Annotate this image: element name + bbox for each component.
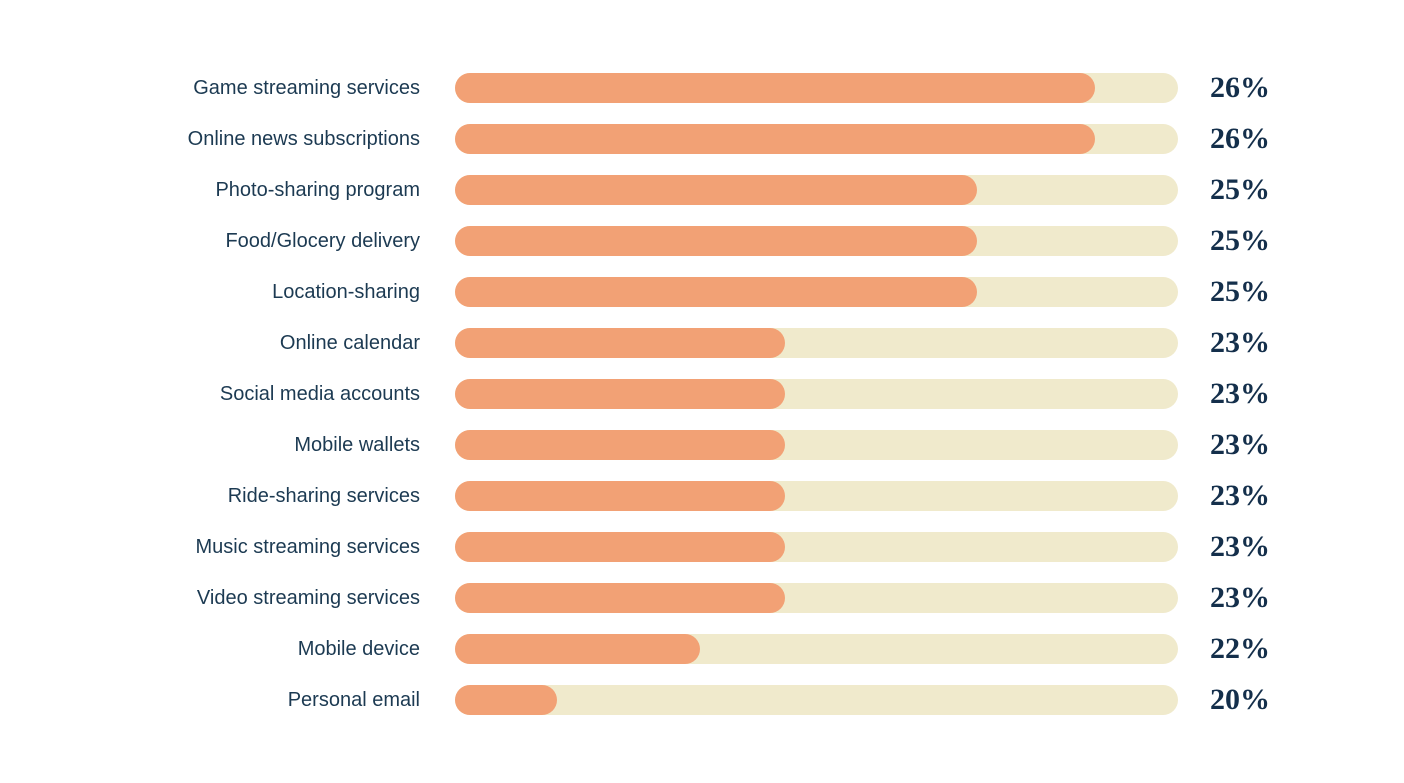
value-label: 23% (1210, 377, 1270, 410)
chart-row: Photo-sharing program 25% (0, 175, 1404, 205)
category-label: Ride-sharing services (227, 485, 420, 507)
chart-row: Game streaming services 26% (0, 73, 1404, 103)
bar-track (455, 277, 1178, 307)
value-label: 25% (1210, 173, 1270, 206)
category-label: Video streaming services (196, 587, 420, 609)
bar-track (455, 481, 1178, 511)
category-label: Photo-sharing program (215, 179, 420, 201)
bar-fill (455, 226, 977, 256)
bar-track (455, 685, 1178, 715)
category-label: Personal email (287, 689, 420, 711)
bar-track (455, 226, 1178, 256)
bar-fill (455, 481, 785, 511)
category-label: Game streaming services (193, 77, 420, 99)
bar-track (455, 583, 1178, 613)
chart-row: Location-sharing 25% (0, 277, 1404, 307)
category-label: Music streaming services (195, 536, 420, 558)
bar-fill (455, 532, 785, 562)
bar-track (455, 175, 1178, 205)
category-label: Social media accounts (219, 383, 420, 405)
chart-row: Ride-sharing services 23% (0, 481, 1404, 511)
bar-track (455, 73, 1178, 103)
category-label: Food/Glocery delivery (225, 230, 420, 252)
chart-row: Mobile wallets 23% (0, 430, 1404, 460)
value-label: 25% (1210, 224, 1270, 257)
chart-row: Music streaming services 23% (0, 532, 1404, 562)
category-label: Location-sharing (272, 281, 420, 303)
chart-row: Video streaming services 23% (0, 583, 1404, 613)
chart-row: Online calendar 23% (0, 328, 1404, 358)
bar-track (455, 634, 1178, 664)
chart-row: Social media accounts 23% (0, 379, 1404, 409)
value-label: 23% (1210, 428, 1270, 461)
bar-fill (455, 583, 785, 613)
value-label: 22% (1210, 632, 1270, 665)
value-label: 20% (1210, 683, 1270, 716)
chart-row: Online news subscriptions 26% (0, 124, 1404, 154)
bar-chart: Game streaming services 26% Online news … (0, 73, 1404, 715)
bar-fill (455, 73, 1095, 103)
bar-fill (455, 379, 785, 409)
value-label: 25% (1210, 275, 1270, 308)
value-label: 23% (1210, 581, 1270, 614)
bar-fill (455, 328, 785, 358)
category-label: Mobile device (297, 638, 420, 660)
chart-row: Food/Glocery delivery 25% (0, 226, 1404, 256)
category-label: Online calendar (279, 332, 420, 354)
chart-row: Personal email 20% (0, 685, 1404, 715)
bar-fill (455, 124, 1095, 154)
bar-track (455, 379, 1178, 409)
value-label: 23% (1210, 326, 1270, 359)
bar-fill (455, 430, 785, 460)
bar-fill (455, 277, 977, 307)
bar-track (455, 124, 1178, 154)
chart-row: Mobile device 22% (0, 634, 1404, 664)
category-label: Online news subscriptions (187, 128, 420, 150)
value-label: 26% (1210, 71, 1270, 104)
bar-fill (455, 175, 977, 205)
value-label: 23% (1210, 530, 1270, 563)
bar-track (455, 328, 1178, 358)
value-label: 26% (1210, 122, 1270, 155)
category-label: Mobile wallets (294, 434, 420, 456)
bar-fill (455, 685, 557, 715)
bar-fill (455, 634, 701, 664)
bar-track (455, 532, 1178, 562)
value-label: 23% (1210, 479, 1270, 512)
bar-track (455, 430, 1178, 460)
